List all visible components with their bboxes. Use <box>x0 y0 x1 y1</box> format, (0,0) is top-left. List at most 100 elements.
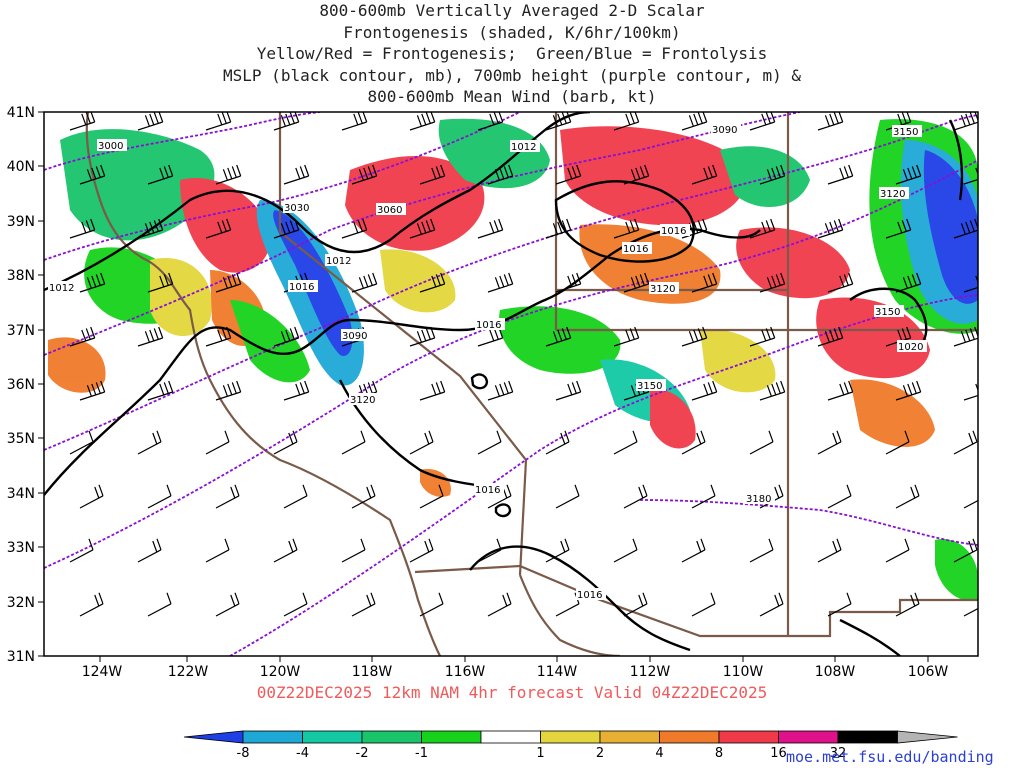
wind-barb <box>545 538 570 563</box>
wind-barb <box>147 164 174 185</box>
wind-barb <box>79 164 106 185</box>
wind-barb <box>137 218 164 239</box>
wind-barb <box>953 112 978 131</box>
lon-label: 106W <box>908 664 949 680</box>
wind-barb <box>691 484 716 509</box>
svg-text:3000: 3000 <box>98 141 123 152</box>
colorbar-segment <box>421 730 482 744</box>
colorbar-segment <box>242 730 303 744</box>
wind-barb <box>545 430 570 455</box>
shade-ne-orange <box>579 224 721 304</box>
shade-co-red <box>736 227 850 299</box>
wind-barb <box>477 538 502 563</box>
svg-text:1012: 1012 <box>49 283 74 294</box>
wind-barb <box>351 272 378 293</box>
svg-text:3120: 3120 <box>350 395 375 406</box>
wind-barb <box>681 326 708 347</box>
lon-label: 122W <box>168 664 209 680</box>
wind-barb <box>613 218 640 239</box>
height-3000 <box>44 112 321 171</box>
wind-barb <box>885 430 910 455</box>
mslp-label: 1016 <box>475 318 505 331</box>
wind-barb <box>69 112 96 131</box>
wind-barb <box>69 326 96 347</box>
mslp-1020 <box>849 287 928 351</box>
mexico-border <box>414 564 978 638</box>
wind-barb <box>817 326 844 347</box>
wind-barb <box>759 380 786 401</box>
wind-barb <box>283 592 308 617</box>
wind-barb <box>613 326 640 347</box>
wind-barb <box>215 484 240 509</box>
wind-barb <box>613 538 638 563</box>
lon-label: 124W <box>82 664 123 680</box>
wind-barb <box>419 484 444 509</box>
map-panel: 1012 1012 1012 1016 1016 1016 1016 1016 … <box>44 112 978 656</box>
wind-barb <box>147 380 174 401</box>
wind-barb <box>205 538 230 563</box>
svg-text:3120: 3120 <box>650 284 675 295</box>
colorbar-label: -4 <box>296 746 309 761</box>
shade-east-orange <box>850 379 935 447</box>
mslp-label: 1012 <box>510 140 540 153</box>
wind-barb <box>963 275 978 293</box>
colorbar-label: 4 <box>655 746 663 761</box>
wind-barb <box>341 112 368 131</box>
title-line-5: 800-600mb Mean Wind (barb, kt) <box>367 87 657 106</box>
wind-barb <box>555 272 582 293</box>
colorbar-segment <box>659 730 720 744</box>
wind-barb <box>953 430 978 455</box>
wind-barb <box>817 112 844 131</box>
wind-barb <box>273 112 300 131</box>
wind-barb <box>623 592 648 617</box>
wind-barb <box>79 592 104 617</box>
mslp-1016-main <box>44 227 761 496</box>
svg-text:1016: 1016 <box>476 320 501 331</box>
lon-label: 116W <box>445 664 486 680</box>
wind-barb <box>487 380 514 401</box>
wind-barb <box>963 383 978 401</box>
credit-text: moe.met.fsu.edu/banding <box>786 748 994 766</box>
shade-east-blue <box>923 150 978 304</box>
wind-barb <box>79 272 106 293</box>
wind-barb <box>205 112 232 131</box>
colorbar-segment <box>599 730 660 744</box>
wind-barb <box>953 218 978 239</box>
height-label: 3090 <box>711 123 741 136</box>
svg-text:3180: 3180 <box>746 494 771 505</box>
wind-barb <box>963 499 978 509</box>
wind-barb <box>215 164 242 185</box>
svg-text:1016: 1016 <box>475 485 500 496</box>
wind-barb <box>749 326 776 347</box>
wind-barb <box>895 164 922 185</box>
height-label: 3150 <box>892 125 922 138</box>
wind-barb <box>953 538 978 563</box>
height-3180 <box>639 499 978 546</box>
colorbar-segment <box>718 730 779 744</box>
shade-sw-orange <box>48 337 106 393</box>
wind-barb <box>341 218 368 239</box>
mslp-se <box>839 618 901 656</box>
mslp-label: 1012 <box>325 254 355 267</box>
mslp-label: 1012 <box>48 281 78 294</box>
height-label: 3150 <box>636 379 666 392</box>
wind-barb <box>885 538 910 563</box>
wind-barb <box>137 430 162 455</box>
wind-barb <box>487 272 514 293</box>
wind-barb <box>953 326 978 347</box>
title-line-3: Yellow/Red = Frontogenesis; Green/Blue =… <box>256 44 768 63</box>
wind-barb <box>623 484 648 509</box>
shade-east-red <box>816 297 930 379</box>
wind-barb <box>487 164 514 185</box>
svg-text:1016: 1016 <box>623 244 648 255</box>
wind-barb <box>827 592 852 617</box>
lat-label: 38N <box>7 268 35 284</box>
colorbar-label: 8 <box>715 746 723 761</box>
wind-barb <box>623 164 650 185</box>
colorbar-label: 1 <box>536 746 544 761</box>
height-label: 3120 <box>349 393 379 406</box>
wind-barb <box>827 380 854 401</box>
wind-barb <box>205 326 232 347</box>
shade-ne-red <box>560 126 747 226</box>
shade-central-red <box>345 156 485 251</box>
